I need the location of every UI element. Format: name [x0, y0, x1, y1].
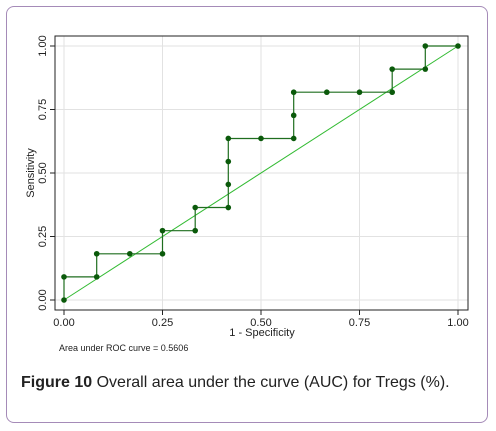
roc-curve-line: [63, 45, 458, 300]
auc-annotation: Area under ROC curve = 0.5606: [59, 343, 188, 353]
roc-point: [126, 250, 133, 257]
x-tick-label: 0.50: [250, 317, 271, 329]
figure-caption-text: Overall area under the curve (AUC) for T…: [96, 374, 450, 391]
y-tick-label: 0.00: [37, 289, 49, 310]
y-axis-title: Sensitivity: [25, 148, 37, 198]
roc-point: [323, 89, 330, 96]
x-tick-label: 0.00: [53, 317, 74, 329]
figure-frame: [6, 6, 488, 423]
roc-point: [225, 158, 232, 165]
roc-point: [159, 250, 166, 257]
roc-point: [93, 274, 100, 280]
roc-point: [422, 43, 429, 49]
x-axis-title: 1 - Specificity: [229, 327, 295, 339]
roc-point: [290, 112, 297, 119]
x-tick-label: 1.00: [447, 317, 468, 329]
roc-point: [225, 204, 232, 211]
y-tick-label: 0.50: [37, 162, 49, 183]
roc-point: [422, 66, 429, 72]
roc-point: [192, 204, 199, 211]
y-tick-label: 0.25: [37, 226, 49, 247]
y-tick-label: 0.75: [37, 99, 49, 120]
y-tick-label: 1.00: [37, 35, 49, 56]
roc-point: [290, 89, 297, 96]
roc-point: [258, 135, 264, 142]
roc-point: [389, 66, 396, 72]
axis-layer: 0.00 0.25 0.50 0.75 1.00 0.00 0.25 0.50 0.75 1.00: [37, 35, 469, 329]
roc-point: [192, 227, 199, 234]
roc-point: [93, 250, 100, 257]
roc-point: [455, 43, 461, 49]
roc-curve-layer: [61, 43, 461, 303]
figure-label: Figure 10: [21, 374, 93, 391]
roc-point: [61, 274, 67, 280]
roc-point: [225, 181, 232, 188]
roc-point: [225, 135, 232, 142]
figure-caption: Figure 10 Overall area under the curve (…: [21, 374, 450, 392]
roc-point: [389, 89, 396, 96]
x-tick-label: 0.25: [152, 317, 173, 329]
roc-point: [290, 135, 297, 142]
x-tick-label: 0.75: [349, 317, 370, 329]
roc-point: [356, 89, 363, 96]
grid-layer: [55, 36, 468, 310]
roc-point: [61, 297, 67, 303]
roc-point: [159, 227, 166, 234]
